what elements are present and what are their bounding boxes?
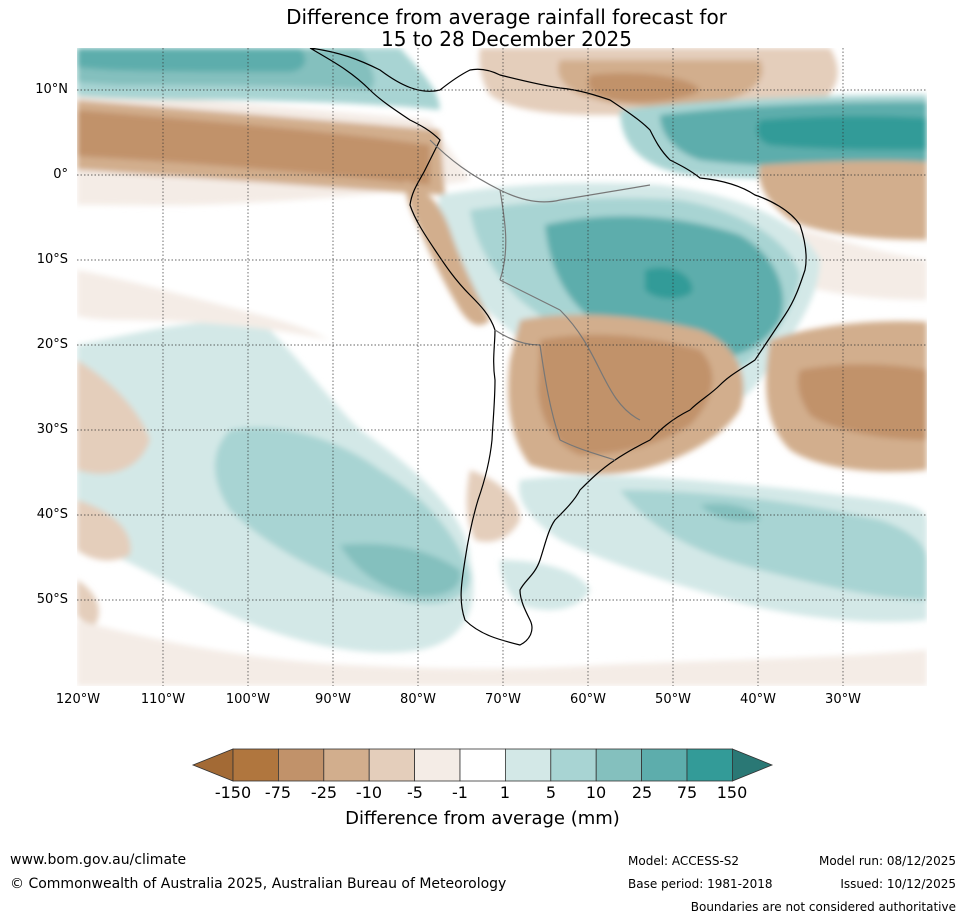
colorbar-extend-low [191, 748, 234, 782]
lat-label-0: 0° [53, 167, 68, 182]
lon-label-90w: 90°W [315, 692, 351, 707]
lat-label-10s: 10°S [36, 252, 68, 267]
lon-label-50w: 50°W [655, 692, 691, 707]
colorbar-extend-high [732, 748, 774, 782]
colorbar-tick: -150 [214, 783, 252, 802]
lat-label-40s: 40°S [36, 507, 68, 522]
map-title-line-2: 15 to 28 December 2025 [380, 27, 632, 51]
lat-label-30s: 30°S [36, 422, 68, 437]
colorbar-bin [595, 748, 643, 782]
footer-issued: Issued: 10/12/2025 [840, 877, 956, 891]
colorbar-bin [504, 748, 552, 782]
country-borders [429, 139, 651, 461]
footer-disclaimer: Boundaries are not considered authoritat… [690, 900, 956, 914]
colorbar-bin [686, 748, 733, 782]
colorbar-tick: -1 [452, 783, 468, 802]
colorbar-tick: -5 [407, 783, 423, 802]
lon-label-110w: 110°W [140, 692, 186, 707]
footer-website: www.bom.gov.au/climate [10, 852, 187, 868]
colorbar-tick: -25 [310, 783, 338, 802]
colorbar-tick: 75 [676, 783, 698, 802]
colorbar-tick: -10 [355, 783, 383, 802]
colorbar-bin [414, 748, 461, 782]
footer-model-run: Model run: 08/12/2025 [818, 854, 956, 868]
footer-base-period: Base period: 1981-2018 [628, 877, 773, 891]
lat-label-50s: 50°S [36, 592, 68, 607]
graticule [77, 48, 927, 686]
lon-label-60w: 60°W [570, 692, 606, 707]
lat-label-20s: 20°S [36, 337, 68, 352]
lon-label-80w: 80°W [400, 692, 436, 707]
footer-copyright: © Commonwealth of Australia 2025, Austra… [10, 876, 507, 892]
map-title-line-1: Difference from average rainfall forecas… [286, 5, 727, 29]
colorbar-tick: 150 [716, 783, 748, 802]
colorbar-bin [550, 748, 597, 782]
rainfall-anomaly-field [77, 48, 927, 686]
colorbar-bin [232, 748, 279, 782]
colorbar [191, 748, 774, 782]
colorbar-tick: -75 [264, 783, 292, 802]
colorbar-tick: 1 [499, 783, 511, 802]
colorbar-bin [277, 748, 325, 782]
lon-label-120w: 120°W [55, 692, 101, 707]
colorbar-label: Difference from average (mm) [345, 808, 620, 829]
colorbar-bin [459, 748, 506, 782]
footer-model: Model: ACCESS-S2 [628, 854, 740, 868]
lon-label-70w: 70°W [485, 692, 521, 707]
colorbar-tick: 25 [631, 783, 653, 802]
colorbar-bin [323, 748, 370, 782]
lon-label-30w: 30°W [825, 692, 861, 707]
lon-label-40w: 40°W [740, 692, 776, 707]
lon-label-100w: 100°W [225, 692, 271, 707]
lat-label-10n: 10°N [35, 82, 68, 97]
colorbar-bin [641, 748, 688, 782]
colorbar-bin [368, 748, 416, 782]
colorbar-tick: 10 [585, 783, 607, 802]
colorbar-tick: 5 [545, 783, 557, 802]
